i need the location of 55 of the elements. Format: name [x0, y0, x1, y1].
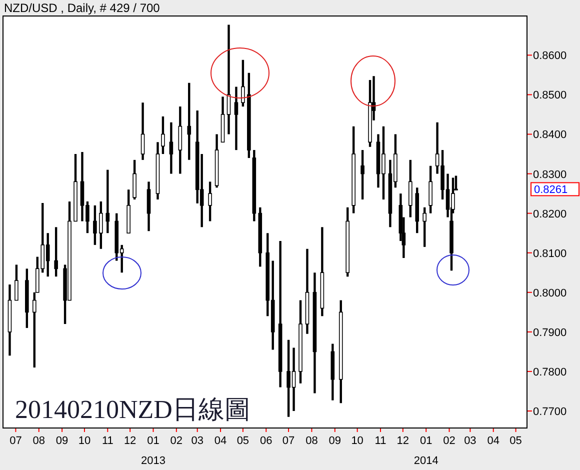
x-tick-label: 01 2013	[141, 435, 166, 467]
candlestick	[234, 86, 238, 152]
candlestick	[169, 121, 174, 175]
x-tick-label: 04	[214, 435, 227, 447]
y-tick-label: 0.8200	[533, 208, 567, 220]
candlestick	[360, 148, 364, 201]
x-tick-label: 07	[282, 435, 295, 447]
x-tick-label: 03	[191, 435, 204, 447]
candlestick	[54, 226, 58, 278]
text: 0.8261	[534, 184, 568, 196]
x-tick-label: 12	[396, 435, 410, 447]
candlestick	[208, 180, 212, 222]
candlestick	[428, 164, 432, 214]
x-tick-label: 01 2014	[414, 435, 438, 467]
y-tick-label: 0.8400	[533, 129, 567, 142]
y-tick-label: 0.8600	[533, 50, 567, 62]
y-tick-label: 0.7700	[533, 406, 567, 418]
x-tick-label: 05	[236, 435, 250, 447]
candlestick	[93, 204, 97, 246]
x-tick-label: 11	[102, 435, 114, 447]
candlestick	[161, 115, 165, 156]
x-tick-label: 10	[78, 435, 91, 447]
candlestick	[241, 58, 245, 108]
candlestick	[14, 264, 18, 302]
candlestick	[99, 200, 103, 250]
x-tick-label: 06	[260, 435, 272, 447]
x-tick-label: 09	[56, 435, 68, 447]
candlestick	[132, 158, 136, 201]
y-tick-label: 0.8500	[533, 90, 567, 102]
x-tick-label: 08	[32, 435, 46, 447]
x-tick-label: 02	[443, 435, 456, 447]
candlestick	[106, 168, 110, 234]
x-tick-label: 10	[351, 435, 364, 447]
x-tick-label: 07	[10, 435, 22, 447]
chart-title: NZD/USD , Daily, # 429 / 700	[4, 1, 160, 15]
x-tick-label: 11	[374, 435, 386, 447]
y-tick-label: 0.8000	[533, 287, 567, 300]
candlestick	[140, 101, 145, 162]
y-tick-label: 0.7800	[533, 366, 567, 378]
candlestick	[187, 82, 192, 162]
candlestick	[178, 105, 182, 175]
candlestick	[146, 180, 151, 232]
candlestick	[408, 158, 412, 218]
y-tick-label: 0.8300	[533, 168, 567, 181]
y-tick-label: 0.8100	[533, 248, 567, 260]
annotation: 20140210NZD日線圖	[15, 395, 250, 424]
x-tick-label: 02	[170, 435, 183, 447]
x-tick-label: 09	[328, 435, 342, 447]
x-tick-label: 05	[510, 435, 522, 447]
candlestick	[422, 206, 426, 248]
x-tick-label: 04	[487, 435, 500, 447]
x-tick-label: 03	[464, 435, 476, 447]
x-tick-label: 08	[306, 435, 318, 447]
y-tick-label: 0.7900	[533, 326, 567, 339]
x-tick-label: 12	[124, 435, 136, 447]
